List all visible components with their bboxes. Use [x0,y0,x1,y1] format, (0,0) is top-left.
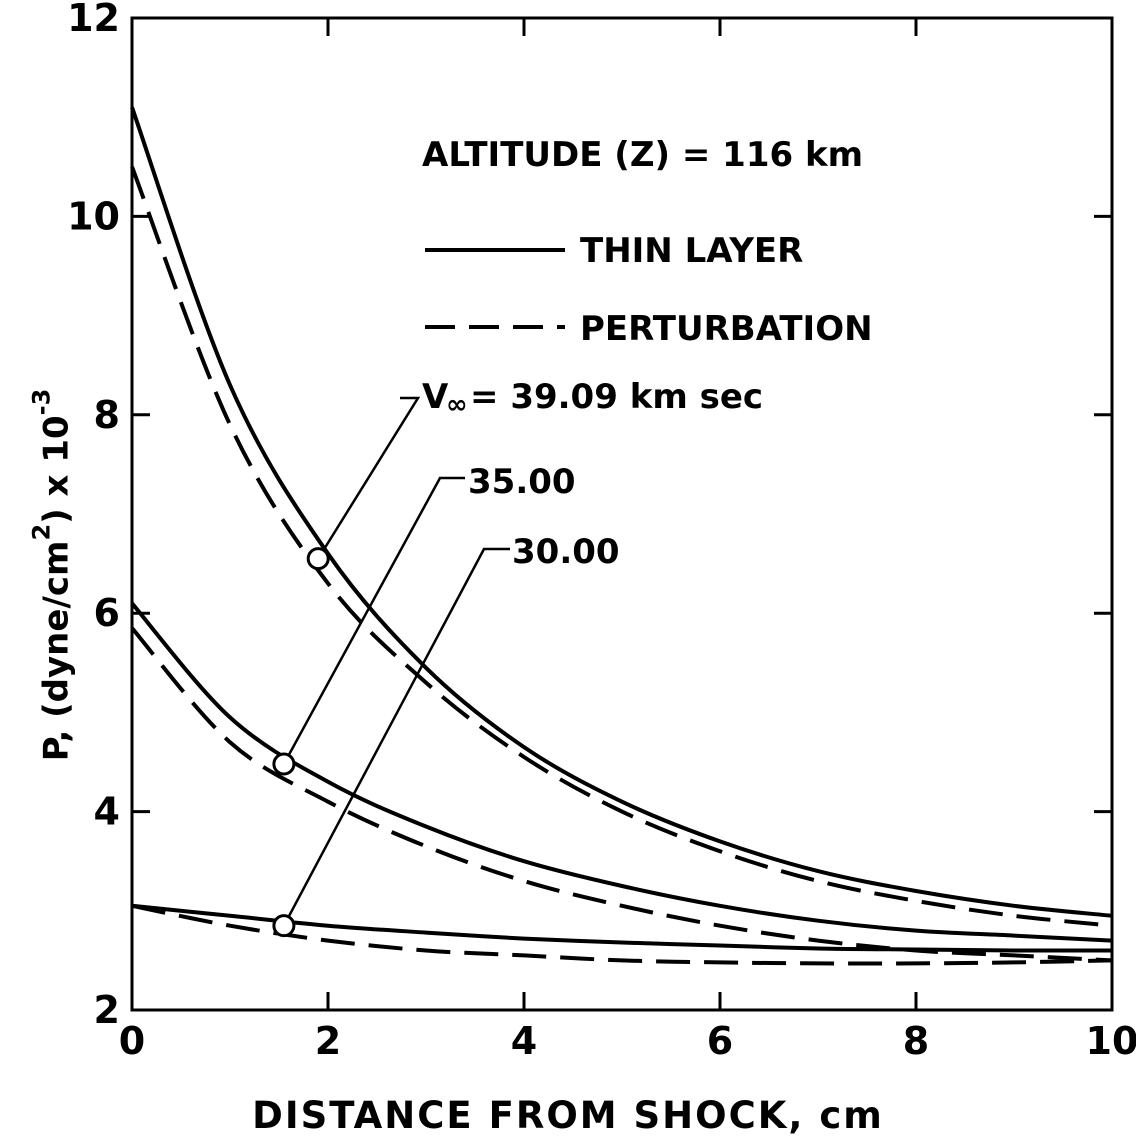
y-tick-label: 10 [67,194,120,238]
velocity-symbol: V [422,377,449,417]
velocity-label-30: 30.00 [512,532,620,572]
y-tick-label: 2 [94,988,120,1032]
velocity-subscript: ∞ [446,390,468,420]
legend-label-thin-layer: THIN LAYER [580,231,803,271]
y-tick-label: 6 [94,591,120,635]
y-tick-label: 4 [94,790,120,834]
x-axis-label: DISTANCE FROM SHOCK, cm [252,1094,884,1137]
marker-circle-35.00 [272,752,296,776]
leader-line-39.09 [317,396,421,560]
velocity-label-35: 35.00 [468,462,576,502]
thin-layer-curve-30.00 [131,903,1113,953]
perturbation-curve-30.00 [131,903,1113,966]
legend-label-perturbation: PERTURBATION [580,309,873,349]
x-tick-label: 10 [1086,1019,1136,1063]
x-tick-label: 2 [315,1019,341,1063]
leader-line-35.00 [282,476,465,765]
x-tick-label: 4 [511,1019,537,1063]
altitude-annotation: ALTITUDE (Z) = 116 km [422,135,863,175]
leader-line-30.00 [282,547,510,927]
thin-layer-curve-35.00 [130,601,1113,943]
y-axis-label: P, (dyne/cm2) x 10-3 [27,388,77,762]
marker-circle-30.00 [272,914,296,938]
perturbation-curve-39.09 [130,166,1113,928]
perturbation-curve-35.00 [130,626,1113,963]
velocity-label-39: = 39.09 km sec [470,377,763,417]
thin-layer-curve-39.09 [130,106,1113,918]
y-tick-label: 12 [67,0,120,40]
plot-frame [130,16,1114,1012]
x-tick-label: 0 [119,1019,145,1063]
marker-circle-39.09 [306,547,330,571]
y-tick-label: 8 [94,393,120,437]
x-tick-label: 8 [903,1019,929,1063]
x-tick-label: 6 [707,1019,733,1063]
